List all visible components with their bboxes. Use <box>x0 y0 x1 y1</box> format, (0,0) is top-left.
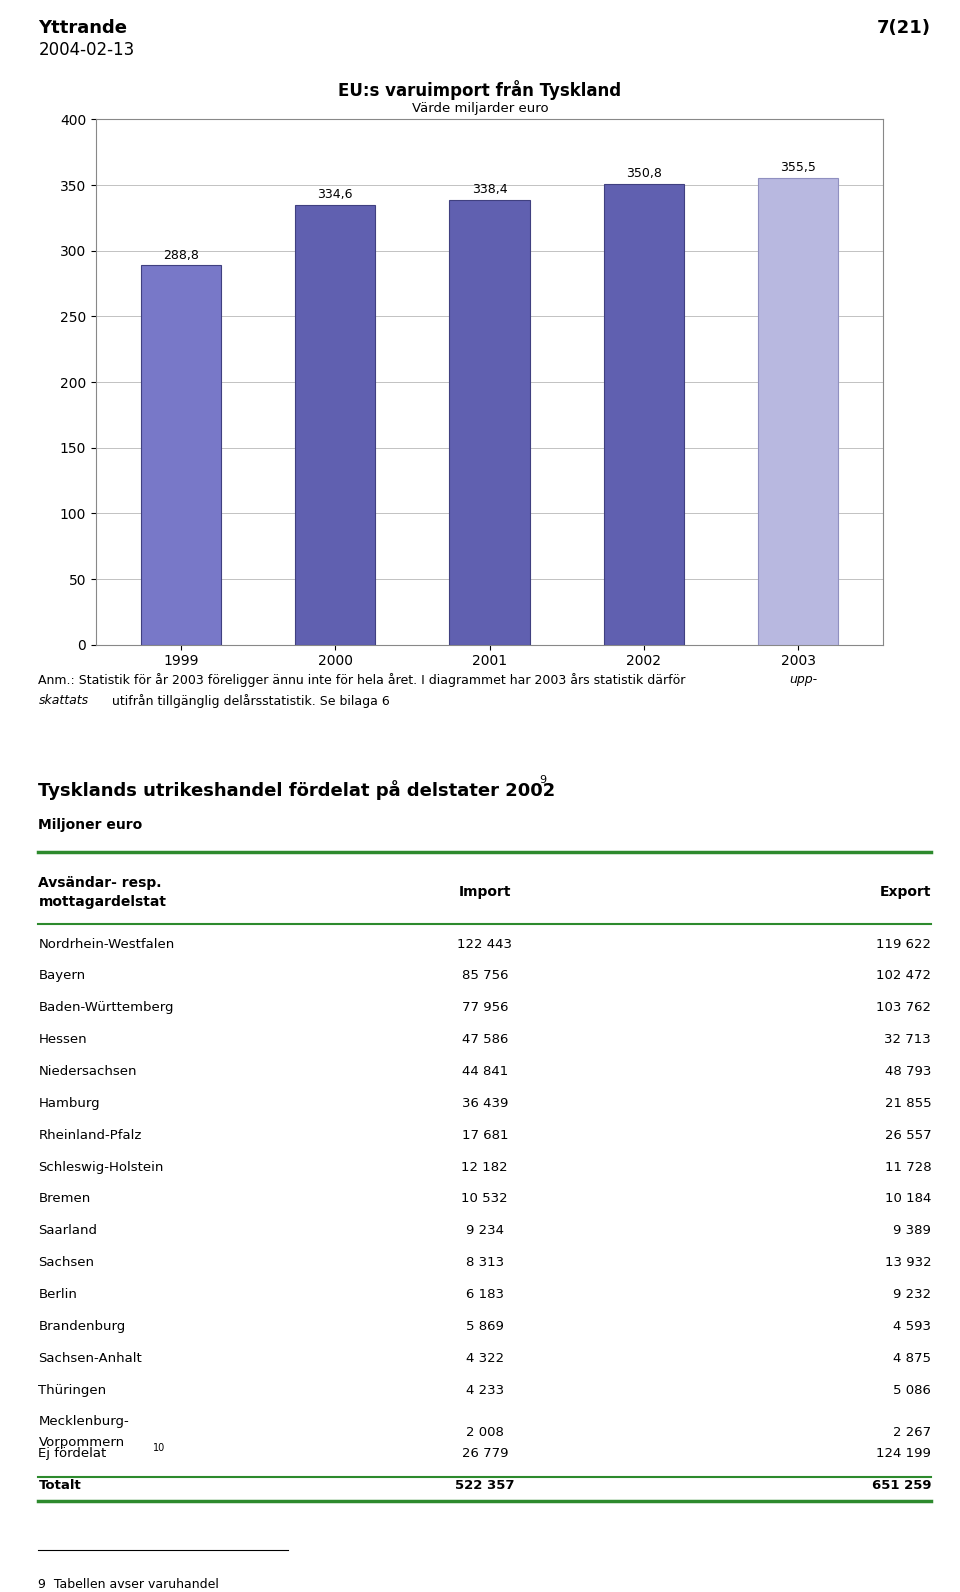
Text: 13 932: 13 932 <box>884 1256 931 1269</box>
Text: 9 234: 9 234 <box>466 1224 504 1237</box>
Text: 103 762: 103 762 <box>876 1001 931 1014</box>
Text: Nordrhein-Westfalen: Nordrhein-Westfalen <box>38 938 175 950</box>
Text: 17 681: 17 681 <box>462 1129 508 1141</box>
Text: 338,4: 338,4 <box>471 183 508 196</box>
Text: 47 586: 47 586 <box>462 1033 508 1046</box>
Text: 2 008: 2 008 <box>466 1426 504 1439</box>
Text: 12 182: 12 182 <box>462 1161 508 1173</box>
Bar <box>449 201 530 645</box>
Text: Värde miljarder euro: Värde miljarder euro <box>412 102 548 115</box>
Text: Baden-Württemberg: Baden-Württemberg <box>38 1001 174 1014</box>
Text: utifrån tillgänglig delårsstatistik. Se bilaga 6: utifrån tillgänglig delårsstatistik. Se … <box>108 694 389 708</box>
Text: 4 593: 4 593 <box>893 1320 931 1333</box>
Text: 350,8: 350,8 <box>626 167 661 180</box>
Text: upp-: upp- <box>789 673 817 686</box>
Text: 26 557: 26 557 <box>884 1129 931 1141</box>
Text: 9: 9 <box>540 775 546 785</box>
Text: 522 357: 522 357 <box>455 1479 515 1492</box>
Text: 9  Tabellen avser varuhandel: 9 Tabellen avser varuhandel <box>38 1578 219 1590</box>
Text: Ej fördelat: Ej fördelat <box>38 1447 107 1460</box>
Text: mottagardelstat: mottagardelstat <box>38 895 166 909</box>
Text: Sachsen: Sachsen <box>38 1256 94 1269</box>
Text: Schleswig-Holstein: Schleswig-Holstein <box>38 1161 164 1173</box>
Text: Hamburg: Hamburg <box>38 1097 100 1110</box>
Text: 334,6: 334,6 <box>318 188 353 201</box>
Text: Berlin: Berlin <box>38 1288 77 1301</box>
Text: EU:s varuimport från Tyskland: EU:s varuimport från Tyskland <box>339 80 621 100</box>
Text: 10 184: 10 184 <box>885 1192 931 1205</box>
Text: 4 322: 4 322 <box>466 1352 504 1364</box>
Text: Vorpommern: Vorpommern <box>38 1436 125 1449</box>
Text: Yttrande: Yttrande <box>38 19 128 37</box>
Text: 10 532: 10 532 <box>462 1192 508 1205</box>
Text: 48 793: 48 793 <box>885 1065 931 1078</box>
Text: Avsändar- resp.: Avsändar- resp. <box>38 876 162 890</box>
Text: 355,5: 355,5 <box>780 161 816 174</box>
Text: Bremen: Bremen <box>38 1192 90 1205</box>
Text: Saarland: Saarland <box>38 1224 97 1237</box>
Text: 9 389: 9 389 <box>894 1224 931 1237</box>
Bar <box>604 185 684 645</box>
Text: 5 086: 5 086 <box>894 1383 931 1396</box>
Text: Tysklands utrikeshandel fördelat på delstater 2002: Tysklands utrikeshandel fördelat på dels… <box>38 780 556 801</box>
Text: 102 472: 102 472 <box>876 970 931 982</box>
Text: 7(21): 7(21) <box>877 19 931 37</box>
Text: Hessen: Hessen <box>38 1033 87 1046</box>
Text: Anm.: Statistik för år 2003 föreligger ännu inte för hela året. I diagrammet har: Anm.: Statistik för år 2003 föreligger ä… <box>38 673 690 688</box>
Text: 26 779: 26 779 <box>462 1447 508 1460</box>
Text: 32 713: 32 713 <box>884 1033 931 1046</box>
Text: 5 869: 5 869 <box>466 1320 504 1333</box>
Bar <box>295 205 375 645</box>
Text: Bayern: Bayern <box>38 970 85 982</box>
Bar <box>141 266 221 645</box>
Text: Export: Export <box>879 885 931 899</box>
Text: skattats: skattats <box>38 694 88 707</box>
Text: 4 875: 4 875 <box>893 1352 931 1364</box>
Text: 85 756: 85 756 <box>462 970 508 982</box>
Text: Sachsen-Anhalt: Sachsen-Anhalt <box>38 1352 142 1364</box>
Text: 4 233: 4 233 <box>466 1383 504 1396</box>
Text: 77 956: 77 956 <box>462 1001 508 1014</box>
Text: 122 443: 122 443 <box>457 938 513 950</box>
Text: 9 232: 9 232 <box>893 1288 931 1301</box>
Text: 8 313: 8 313 <box>466 1256 504 1269</box>
Text: 124 199: 124 199 <box>876 1447 931 1460</box>
Text: Mecklenburg-: Mecklenburg- <box>38 1415 130 1428</box>
Text: 119 622: 119 622 <box>876 938 931 950</box>
Text: Niedersachsen: Niedersachsen <box>38 1065 137 1078</box>
Text: 36 439: 36 439 <box>462 1097 508 1110</box>
Text: 10: 10 <box>153 1442 165 1453</box>
Text: Miljoner euro: Miljoner euro <box>38 818 143 833</box>
Text: Import: Import <box>459 885 511 899</box>
Text: 6 183: 6 183 <box>466 1288 504 1301</box>
Text: 2 267: 2 267 <box>893 1426 931 1439</box>
Text: 44 841: 44 841 <box>462 1065 508 1078</box>
Text: Totalt: Totalt <box>38 1479 82 1492</box>
Text: Brandenburg: Brandenburg <box>38 1320 126 1333</box>
Text: 2004-02-13: 2004-02-13 <box>38 41 134 59</box>
Text: Thüringen: Thüringen <box>38 1383 107 1396</box>
Text: 21 855: 21 855 <box>884 1097 931 1110</box>
Text: 651 259: 651 259 <box>872 1479 931 1492</box>
Bar <box>758 178 838 645</box>
Text: Rheinland-Pfalz: Rheinland-Pfalz <box>38 1129 142 1141</box>
Text: 288,8: 288,8 <box>163 248 199 261</box>
Text: 11 728: 11 728 <box>884 1161 931 1173</box>
